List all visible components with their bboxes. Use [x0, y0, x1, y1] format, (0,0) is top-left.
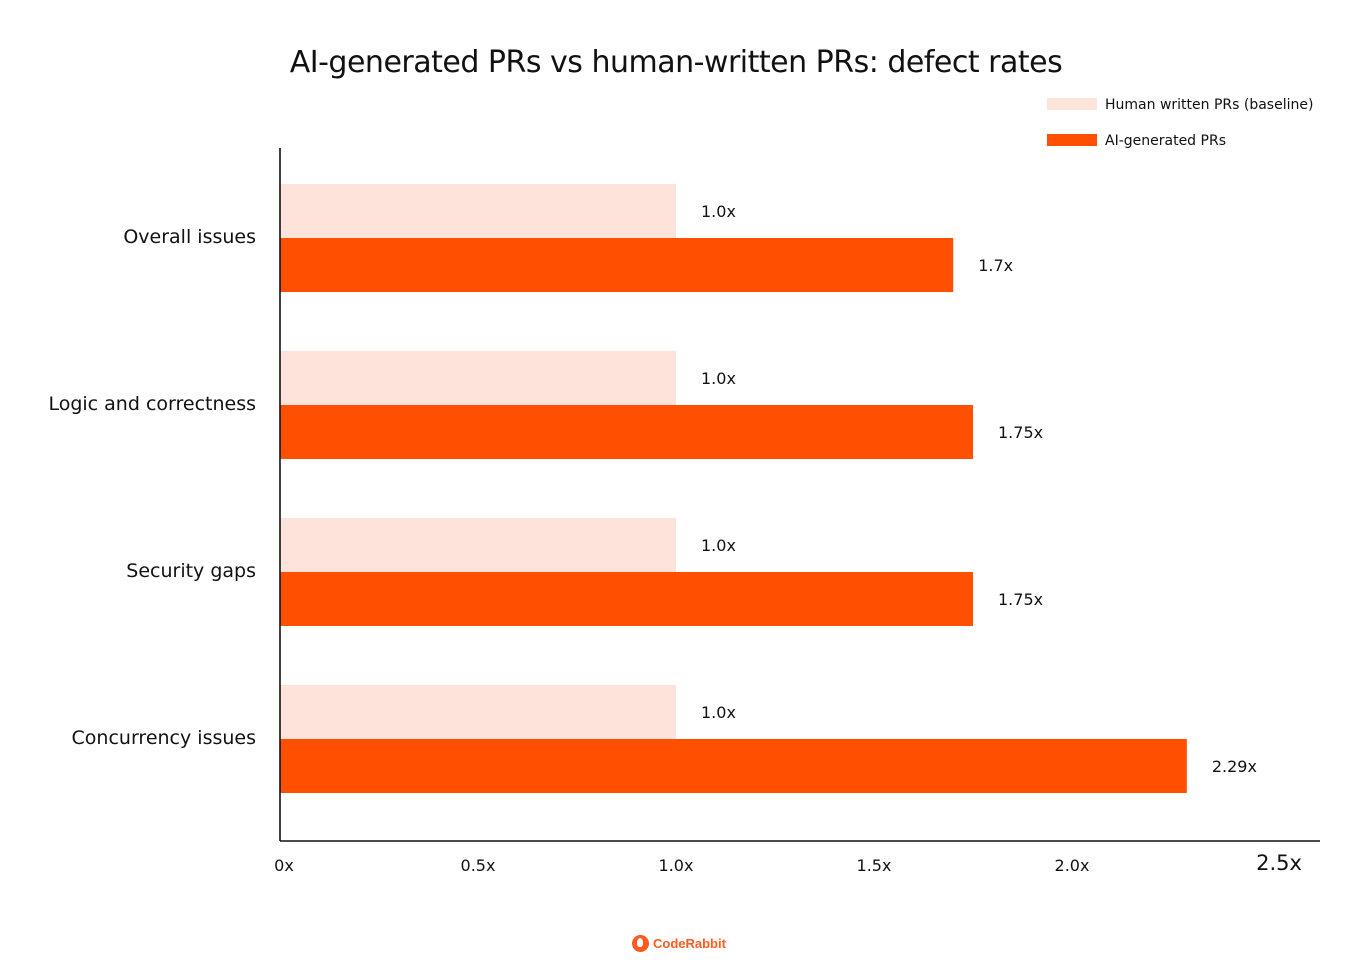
baseline-bar [280, 518, 676, 572]
legend-label: AI-generated PRs [1105, 133, 1226, 149]
category-label: Overall issues [123, 226, 256, 248]
bars-layer: 1.0x 1.7x 1.0x 1.75x 1.0x 1.75x 1.0x 2.29x [280, 184, 1257, 793]
x-tick-label: 1.5x [857, 856, 892, 875]
axes-layer [279, 148, 1320, 842]
ai-bar [280, 405, 973, 459]
x-tick-label: 0x [274, 856, 294, 875]
baseline-bar [280, 351, 676, 405]
baseline-bar [280, 184, 676, 238]
x-tick-label: 1.0x [659, 856, 694, 875]
ai-bar [280, 238, 954, 292]
x-axis-ticks: 0x 0.5x 1.0x 1.5x 2.0x 2.5x [274, 851, 1302, 875]
ai-bar [280, 572, 973, 626]
legend-label: Human written PRs (baseline) [1105, 97, 1313, 113]
category-label: Logic and correctness [48, 393, 256, 415]
rabbit-logo-icon [632, 935, 649, 952]
value-label: 1.0x [701, 536, 736, 555]
value-label: 1.0x [701, 369, 736, 388]
category-label: Security gaps [126, 560, 256, 582]
x-tick-label: 2.5x [1256, 851, 1302, 875]
legend-swatch [1047, 134, 1097, 146]
brand-name: CodeRabbit [653, 936, 726, 951]
value-label: 1.0x [701, 703, 736, 722]
value-label: 1.75x [998, 423, 1043, 442]
value-label: 2.29x [1212, 757, 1257, 776]
x-tick-label: 0.5x [461, 856, 496, 875]
legend: Human written PRs (baseline) AI-generated… [1047, 97, 1313, 149]
value-label: 1.0x [701, 202, 736, 221]
x-tick-label: 2.0x [1055, 856, 1090, 875]
value-label: 1.7x [978, 256, 1013, 275]
category-labels: Overall issues Logic and correctness Secur… [48, 226, 256, 749]
value-label: 1.75x [998, 590, 1043, 609]
baseline-bar [280, 685, 676, 739]
legend-swatch [1047, 98, 1097, 110]
brand-logo: CodeRabbit [632, 935, 726, 952]
category-label: Concurrency issues [72, 727, 256, 749]
ai-bar [280, 739, 1187, 793]
chart-title: AI-generated PRs vs human-written PRs: d… [290, 45, 1063, 80]
